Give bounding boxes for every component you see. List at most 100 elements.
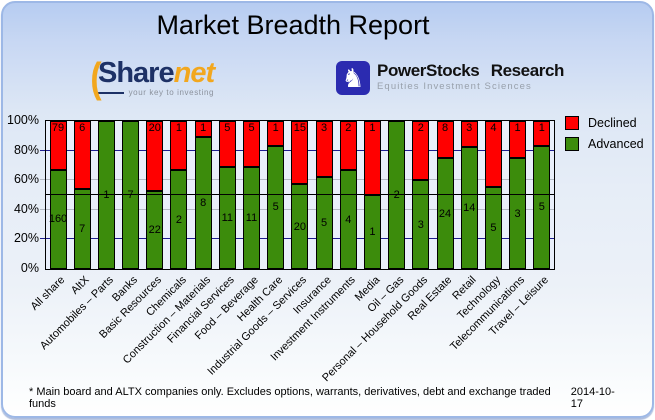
reference-line-50pct — [46, 194, 554, 195]
bar-segment-advanced — [73, 189, 91, 269]
declined-count-label: 2 — [417, 122, 424, 134]
stacked-bar: 8 24 — [436, 121, 454, 269]
declined-count-label: 15 — [293, 122, 307, 134]
bar-segment-advanced — [170, 170, 188, 269]
bar-segment-declined — [49, 121, 67, 170]
sharenet-logo: ( Sharenet your key to investing — [89, 57, 215, 99]
advanced-count-label: 5 — [490, 221, 497, 234]
powerstocks-name: PowerStocks Research — [377, 61, 565, 80]
sharenet-wordmark-net: net — [173, 57, 215, 89]
advanced-count-label: 3 — [514, 207, 521, 220]
legend-swatch-declined — [565, 116, 579, 130]
y-axis-label: 40% — [13, 201, 39, 216]
bar-segment-advanced — [194, 137, 212, 269]
legend-item: Advanced — [565, 137, 644, 151]
powerstocks-subtitle: Equities Investment Sciences — [377, 81, 532, 92]
declined-count-label: 3 — [466, 122, 473, 134]
plot-area: 79 160 6 7 1 7 20 22 1 2 1 8 5 11 5 11 1 5 15 20 3 5 2 4 1 1 2 2 3 8 2… — [45, 120, 555, 270]
y-axis-tick — [40, 238, 45, 240]
advanced-count-label: 5 — [538, 201, 545, 214]
bar-segment-advanced — [484, 186, 502, 269]
declined-count-label: 5 — [248, 122, 255, 134]
bar-segment-declined — [267, 121, 285, 146]
stacked-bar: 1 — [97, 121, 115, 269]
bar-segment-declined — [460, 121, 478, 148]
advanced-count-label: 7 — [79, 223, 86, 236]
powerstocks-logo: ♞ PowerStocks Research Equities Investme… — [336, 61, 564, 95]
bar-segment-advanced — [460, 147, 478, 269]
sharenet-underline — [98, 91, 124, 94]
declined-count-label: 1 — [369, 122, 376, 134]
advanced-count-label: 24 — [438, 207, 452, 220]
stacked-bar: 2 — [388, 121, 406, 269]
bar-segment-advanced — [267, 145, 285, 269]
advanced-count-label: 2 — [175, 213, 182, 226]
advanced-count-label: 160 — [48, 213, 68, 226]
declined-count-label: 20 — [148, 122, 161, 134]
sharenet-tagline: your key to investing — [128, 88, 215, 97]
bar-segment-declined — [146, 121, 164, 192]
declined-count-label: 1 — [272, 122, 279, 134]
y-axis-tick — [40, 208, 45, 210]
bar-segment-declined — [170, 121, 188, 171]
stacked-bar: 5 11 — [218, 121, 236, 269]
bar-segment-advanced — [412, 180, 430, 269]
declined-count-label: 6 — [79, 122, 86, 134]
bar-segment-advanced — [533, 145, 551, 269]
footnote: * Main board and ALTX companies only. Ex… — [29, 386, 551, 410]
sharenet-wordmark: Sharenet — [98, 57, 215, 89]
bar-segment-advanced — [339, 170, 357, 269]
bar-segment-declined — [436, 121, 454, 158]
report-date: 2014-10-17 — [570, 386, 615, 410]
advanced-count-label: 11 — [221, 212, 234, 225]
sharenet-wordmark-share: Share — [98, 57, 175, 89]
bar-segment-declined — [73, 121, 91, 190]
bar-segment-advanced — [97, 121, 115, 269]
y-axis-label: 100% — [7, 113, 39, 127]
x-axis-label: All share — [28, 274, 68, 313]
advanced-count-label: 2 — [393, 189, 400, 201]
bar-segment-declined — [291, 121, 309, 185]
bar-segment-advanced — [243, 167, 261, 269]
advanced-count-label: 14 — [463, 202, 476, 215]
advanced-count-label: 8 — [200, 197, 207, 210]
declined-count-label: 1 — [200, 122, 207, 134]
stacked-bar: 15 20 — [291, 121, 309, 269]
bar-segment-declined — [243, 121, 261, 168]
bar-segment-advanced — [218, 167, 236, 269]
stacked-bar: 5 11 — [243, 121, 261, 269]
bar-segment-declined — [194, 121, 212, 138]
bar-segment-advanced — [146, 191, 164, 269]
declined-count-label: 1 — [514, 122, 521, 134]
bar-segment-advanced — [509, 158, 527, 269]
advanced-count-label: 1 — [369, 226, 376, 238]
market-breadth-chart: 79 160 6 7 1 7 20 22 1 2 1 8 5 11 5 11 1 5 15 20 3 5 2 4 1 1 2 2 3 8 2… — [3, 108, 655, 398]
bar-segment-advanced — [388, 121, 406, 269]
legend-swatch-advanced — [565, 137, 579, 151]
bar-segment-declined — [218, 121, 236, 168]
advanced-count-label: 11 — [245, 212, 258, 225]
bar-segment-advanced — [436, 158, 454, 269]
chart-legend: Declined Advanced — [565, 116, 644, 158]
bar-segment-advanced — [122, 121, 140, 269]
declined-count-label: 1 — [538, 122, 545, 134]
advanced-count-label: 22 — [148, 224, 161, 237]
advanced-count-label: 3 — [417, 218, 424, 231]
bar-segment-declined — [315, 121, 333, 177]
advanced-count-label: 1 — [103, 189, 110, 201]
advanced-count-label: 7 — [127, 189, 134, 201]
y-axis-tick — [40, 179, 45, 181]
legend-label: Advanced — [588, 137, 644, 151]
bar-segment-advanced — [291, 184, 309, 269]
bar-segment-declined — [412, 121, 430, 181]
